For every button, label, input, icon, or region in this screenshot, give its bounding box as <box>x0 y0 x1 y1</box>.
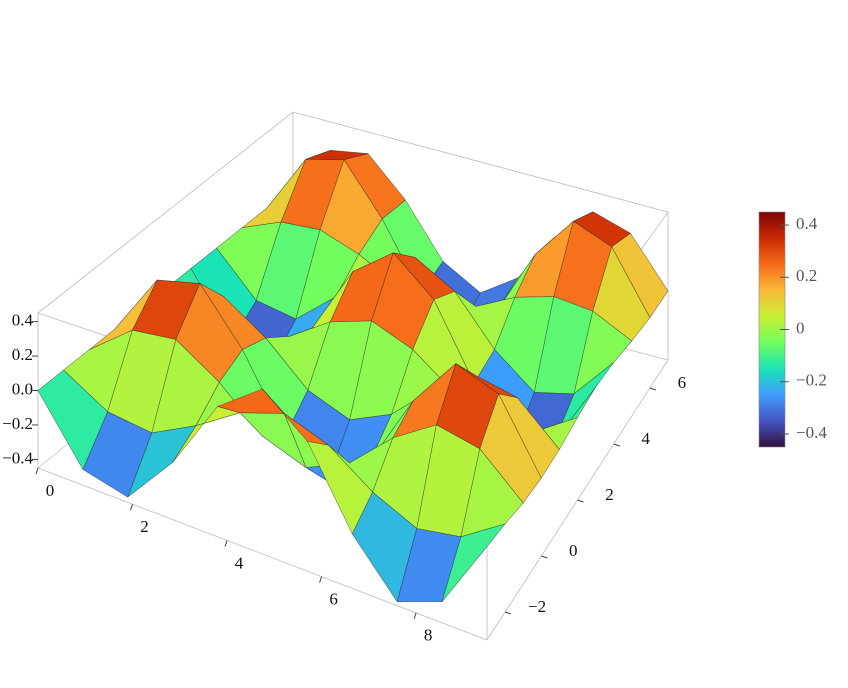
y-tick <box>577 499 584 503</box>
x-tick <box>413 612 417 620</box>
z-tick-label: 0.4 <box>12 311 34 330</box>
colorbar-tick-label: 0.2 <box>796 266 817 285</box>
y-tick <box>649 387 657 391</box>
y-tick-label: 2 <box>605 485 614 504</box>
box-edge <box>37 467 488 641</box>
box-edge <box>37 111 294 314</box>
colorbar-tick-label: −0.2 <box>796 371 827 390</box>
z-tick-label: −0.2 <box>2 414 33 433</box>
y-tick <box>541 555 548 559</box>
z-tick-label: 0.2 <box>12 345 33 364</box>
x-tick-label: 2 <box>140 517 149 536</box>
surface-patch <box>441 523 506 603</box>
y-tick-label: 6 <box>678 373 687 392</box>
x-tick <box>35 467 39 475</box>
colorbar-tick-label: −0.4 <box>796 423 827 442</box>
x-tick-label: 8 <box>424 626 433 645</box>
y-tick-label: 0 <box>569 541 578 560</box>
x-tick-label: 4 <box>235 553 244 572</box>
y-tick <box>613 443 620 447</box>
z-tick-label: 0.0 <box>12 379 33 398</box>
colorbar-tick-label: 0 <box>796 318 805 337</box>
surface <box>37 150 669 603</box>
x-tick-label: 0 <box>46 481 55 500</box>
colorbar-tick-label: 0.4 <box>796 214 818 233</box>
x-tick <box>319 576 323 583</box>
z-tick-label: −0.4 <box>2 448 33 467</box>
x-tick <box>130 504 134 511</box>
colorbar: −0.4 −0.2 0 0.2 0.4 <box>758 211 827 448</box>
y-tick-label: 4 <box>641 429 650 448</box>
x-tick-label: 6 <box>329 590 338 609</box>
y-tick-label: −2 <box>528 597 546 616</box>
x-tick <box>224 540 228 547</box>
y-tick <box>504 611 512 615</box>
axes: −0.4 −0.2 0.0 0.2 0.4 0 2 4 6 8 −2 0 2 4 6 <box>2 311 686 645</box>
box-edge <box>292 111 669 213</box>
